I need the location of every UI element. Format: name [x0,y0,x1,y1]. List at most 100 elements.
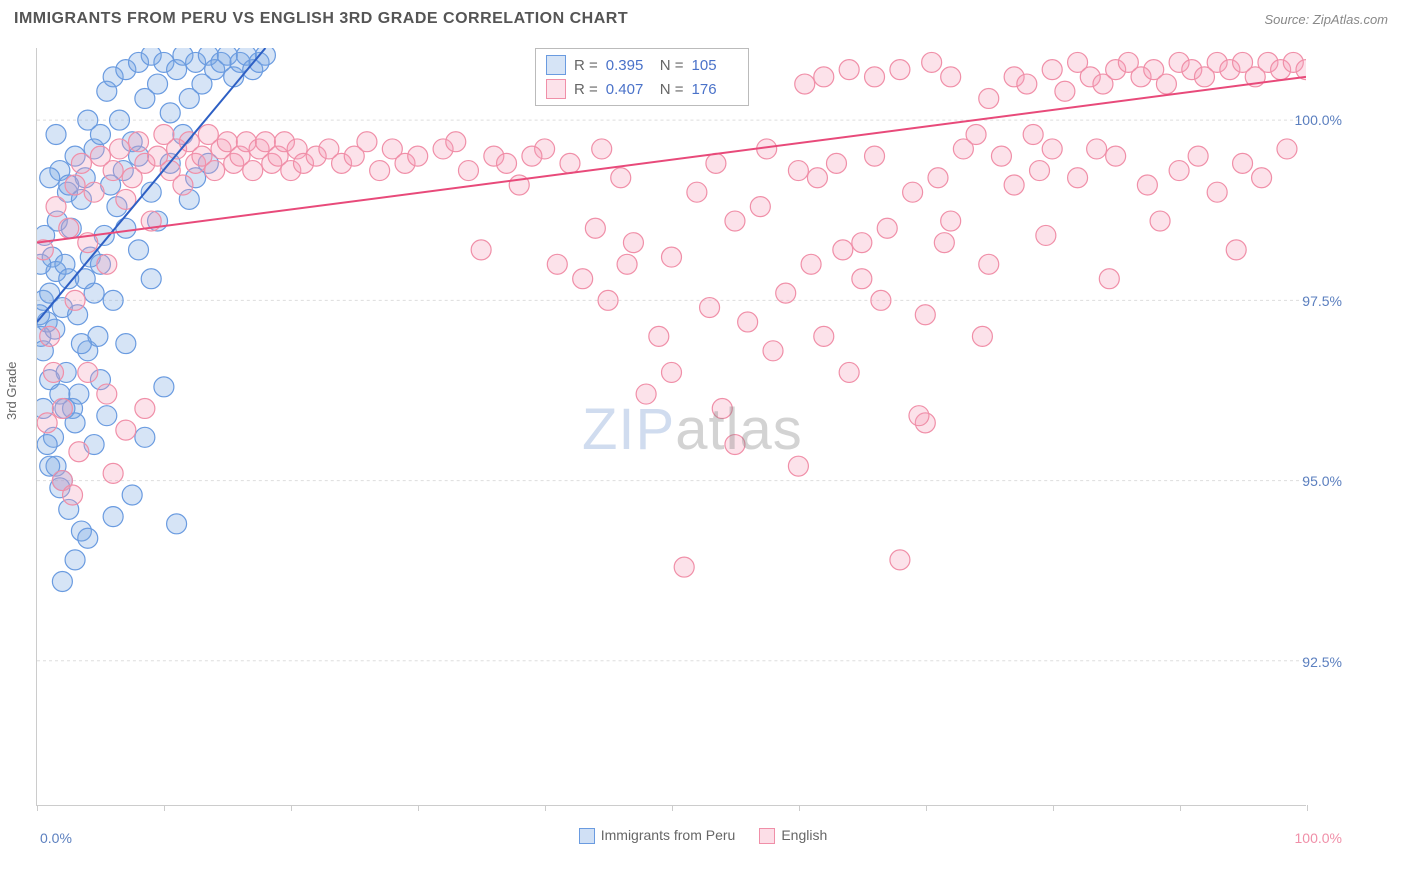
scatter-point [903,182,923,202]
scatter-point [78,362,98,382]
scatter-point [934,233,954,253]
stats-n-value: 176 [692,81,738,98]
scatter-point [941,67,961,87]
scatter-point [807,168,827,188]
scatter-point [928,168,948,188]
scatter-point [877,218,897,238]
stats-r-label: R = [574,81,598,98]
stats-r-label: R = [574,57,598,74]
scatter-point [44,362,64,382]
x-tick-mark [1180,805,1181,811]
scatter-point [1150,211,1170,231]
x-tick-mark [37,805,38,811]
scatter-point [1042,60,1062,80]
scatter-point [700,298,720,318]
x-tick-mark [672,805,673,811]
x-tick-mark [291,805,292,811]
scatter-point [97,406,117,426]
scatter-point [1106,146,1126,166]
scatter-point [1156,74,1176,94]
scatter-point [116,334,136,354]
x-tick-mark [1307,805,1308,811]
stats-r-value: 0.407 [606,81,652,98]
scatter-point [103,290,123,310]
scatter-point [738,312,758,332]
scatter-point [623,233,643,253]
scatter-point [65,290,85,310]
scatter-point [1277,139,1297,159]
scatter-point [1036,225,1056,245]
scatter-point [37,435,57,455]
scatter-point [408,146,428,166]
scatter-point [871,290,891,310]
scatter-point [909,406,929,426]
legend-label: English [781,827,827,843]
scatter-point [1017,74,1037,94]
y-tick-label: 100.0% [1295,112,1342,128]
scatter-point [173,175,193,195]
scatter-point [598,290,618,310]
scatter-point [979,254,999,274]
scatter-point [915,305,935,325]
scatter-point [59,218,79,238]
scatter-point [839,362,859,382]
scatter-point [103,463,123,483]
scatter-point [103,161,123,181]
scatter-point [788,161,808,181]
scatter-point [649,326,669,346]
scatter-point [1087,139,1107,159]
scatter-point [1068,168,1088,188]
scatter-point [1207,182,1227,202]
y-tick-label: 92.5% [1302,654,1342,670]
scatter-point [116,218,136,238]
scatter-point [750,197,770,217]
scatter-point [71,334,91,354]
scatter-point [40,168,60,188]
scatter-point [865,146,885,166]
x-tick-mark [164,805,165,811]
scatter-point [1023,125,1043,145]
scatter-point [592,139,612,159]
scatter-point [839,60,859,80]
scatter-point [46,125,66,145]
scatter-point [560,153,580,173]
scatter-point [90,125,110,145]
scatter-point [37,413,57,433]
scatter-point [1169,161,1189,181]
scatter-point [1055,81,1075,101]
scatter-point [129,132,149,152]
scatter-point [167,514,187,534]
scatter-point [852,269,872,289]
scatter-point [135,398,155,418]
scatter-point [1030,161,1050,181]
chart-title: IMMIGRANTS FROM PERU VS ENGLISH 3RD GRAD… [14,10,628,28]
scatter-point [205,161,225,181]
scatter-point [243,161,263,181]
y-tick-label: 95.0% [1302,473,1342,489]
legend-swatch [759,828,775,844]
scatter-point [922,52,942,72]
scatter-point [97,254,117,274]
stats-row: R =0.395N =105 [546,53,738,77]
x-tick-mark [926,805,927,811]
stats-n-label: N = [660,81,684,98]
scatter-point [109,139,129,159]
stats-row: R = 0.407 N = 176 [546,77,738,101]
scatter-point [141,269,161,289]
x-tick-mark [418,805,419,811]
scatter-point [941,211,961,231]
stats-swatch [546,55,566,75]
scatter-point [865,67,885,87]
scatter-point [446,132,466,152]
scatter-point [585,218,605,238]
scatter-point [763,341,783,361]
scatter-point [122,485,142,505]
scatter-point [636,384,656,404]
scatter-point [788,456,808,476]
y-tick-label: 97.5% [1302,293,1342,309]
scatter-point [776,283,796,303]
scatter-point [814,67,834,87]
legend-swatch [579,828,595,844]
scatter-point [65,175,85,195]
scatter-point [65,550,85,570]
